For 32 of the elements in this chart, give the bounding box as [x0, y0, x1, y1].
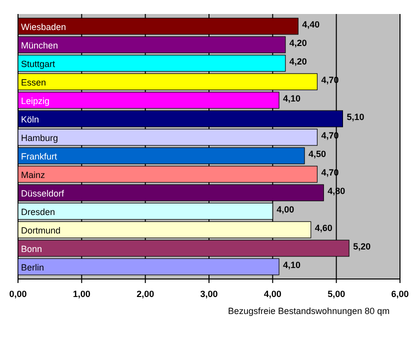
- y-tick-label: Dortmund: [21, 225, 61, 236]
- x-tick-label: 2,00: [136, 289, 154, 299]
- data-label: 4,50: [308, 148, 326, 159]
- data-label: 4,10: [283, 93, 301, 104]
- data-label: 4,10: [283, 260, 301, 270]
- y-tick-label: Köln: [21, 114, 40, 124]
- y-tick-label: Bonn: [21, 244, 42, 254]
- x-tick-label: 5,00: [328, 289, 346, 299]
- y-tick-label: Frankfurt: [21, 151, 58, 162]
- data-label: 4,20: [289, 38, 307, 48]
- x-tick-label: 6,00: [391, 289, 409, 299]
- y-tick-label: Wiesbaden: [21, 22, 66, 32]
- y-tick-label: Leipzig: [21, 96, 50, 106]
- text: Bezugsfreie Bestandswohnungen 80 qm: [228, 306, 390, 316]
- x-tick-label: 4,00: [264, 289, 282, 299]
- data-label: 5,10: [346, 112, 364, 122]
- data-label: 5,20: [353, 241, 371, 252]
- y-tick-label: Stuttgart: [21, 58, 56, 69]
- y-tick-label: Hamburg: [21, 132, 58, 143]
- data-label: 4,20: [289, 56, 307, 66]
- x-tick-label: 3,00: [200, 289, 218, 299]
- y-tick-label: Dresden: [21, 206, 56, 217]
- x-tick-label: 1,00: [72, 289, 90, 299]
- y-tick-label: Berlin: [21, 262, 44, 272]
- y-tick-label: Mainz: [21, 170, 46, 180]
- data-label: 4,00: [276, 204, 294, 214]
- y-tick-label: Essen: [21, 77, 46, 88]
- data-label: 4,40: [302, 19, 320, 30]
- y-tick-label: München: [21, 40, 58, 50]
- x-tick-label: 0,00: [9, 289, 27, 299]
- y-tick-label: Düsseldorf: [21, 188, 65, 198]
- data-label: 4,60: [314, 222, 332, 233]
